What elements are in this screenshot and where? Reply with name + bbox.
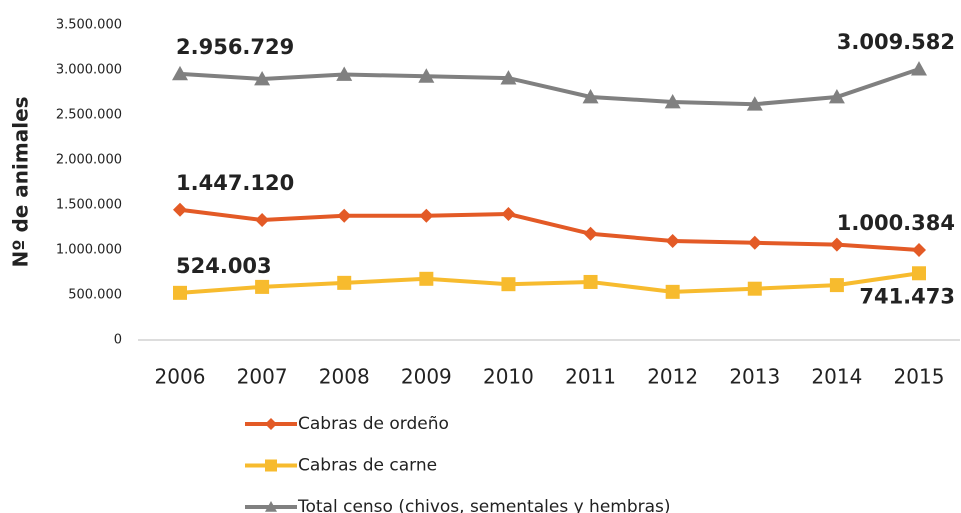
x-tick-label: 2012 <box>647 365 698 389</box>
y-tick-label: 1.000.000 <box>56 243 122 258</box>
series-line <box>179 271 920 295</box>
marker <box>337 275 352 290</box>
x-tick-label: 2008 <box>319 365 370 389</box>
data-label: 1.000.384 <box>837 211 955 235</box>
marker <box>418 68 435 83</box>
marker <box>501 207 516 221</box>
marker <box>173 285 187 300</box>
marker <box>173 202 187 217</box>
marker <box>255 213 270 228</box>
data-label: 741.473 <box>859 284 955 308</box>
marker <box>747 281 762 296</box>
legend-label: Total censo (chivos, sementales y hembra… <box>297 497 671 513</box>
y-tick-label: 3.000.000 <box>56 63 122 78</box>
marker <box>336 66 353 81</box>
y-axis-title: Nº de animales <box>9 96 33 267</box>
y-tick-label: 0 <box>114 333 122 348</box>
series-line <box>179 67 920 107</box>
legend-marker <box>265 501 277 512</box>
data-label: 3.009.582 <box>837 30 955 54</box>
marker <box>419 271 434 286</box>
marker <box>172 65 188 81</box>
marker <box>254 71 271 86</box>
series-line <box>179 207 920 252</box>
x-tick-label: 2009 <box>401 365 452 389</box>
data-label: 524.003 <box>176 254 272 278</box>
marker <box>665 284 680 299</box>
marker <box>583 226 598 241</box>
x-tick-label: 2014 <box>811 365 862 389</box>
legend-marker <box>265 459 277 472</box>
marker <box>583 274 598 289</box>
y-tick-label: 1.500.000 <box>56 198 122 213</box>
marker <box>665 234 680 248</box>
y-tick-label: 2.500.000 <box>56 108 122 123</box>
marker <box>582 89 599 104</box>
legend-label: Cabras de ordeño <box>298 414 449 434</box>
marker <box>746 96 763 111</box>
x-tick-label: 2006 <box>155 365 206 389</box>
marker <box>664 93 681 109</box>
marker <box>912 266 926 281</box>
legend-marker <box>265 418 277 430</box>
x-tick-label: 2011 <box>565 365 616 389</box>
legend-label: Cabras de carne <box>298 456 437 476</box>
x-tick-label: 2010 <box>483 365 534 389</box>
marker <box>828 89 845 104</box>
y-tick-label: 2.000.000 <box>56 153 122 168</box>
y-tick-label: 500.000 <box>68 288 122 303</box>
marker <box>337 208 352 223</box>
marker <box>911 61 927 76</box>
marker <box>500 70 517 85</box>
marker <box>419 208 434 223</box>
marker <box>501 277 516 292</box>
marker <box>829 237 844 252</box>
x-tick-label: 2013 <box>729 365 780 389</box>
x-tick-label: 2007 <box>237 365 288 389</box>
data-label: 1.447.120 <box>176 171 294 195</box>
marker <box>912 242 926 257</box>
x-tick-label: 2015 <box>894 365 945 389</box>
y-tick-label: 3.500.000 <box>56 18 122 33</box>
marker <box>747 235 762 250</box>
marker <box>255 279 270 294</box>
marker <box>829 278 844 293</box>
data-label: 2.956.729 <box>176 35 294 59</box>
